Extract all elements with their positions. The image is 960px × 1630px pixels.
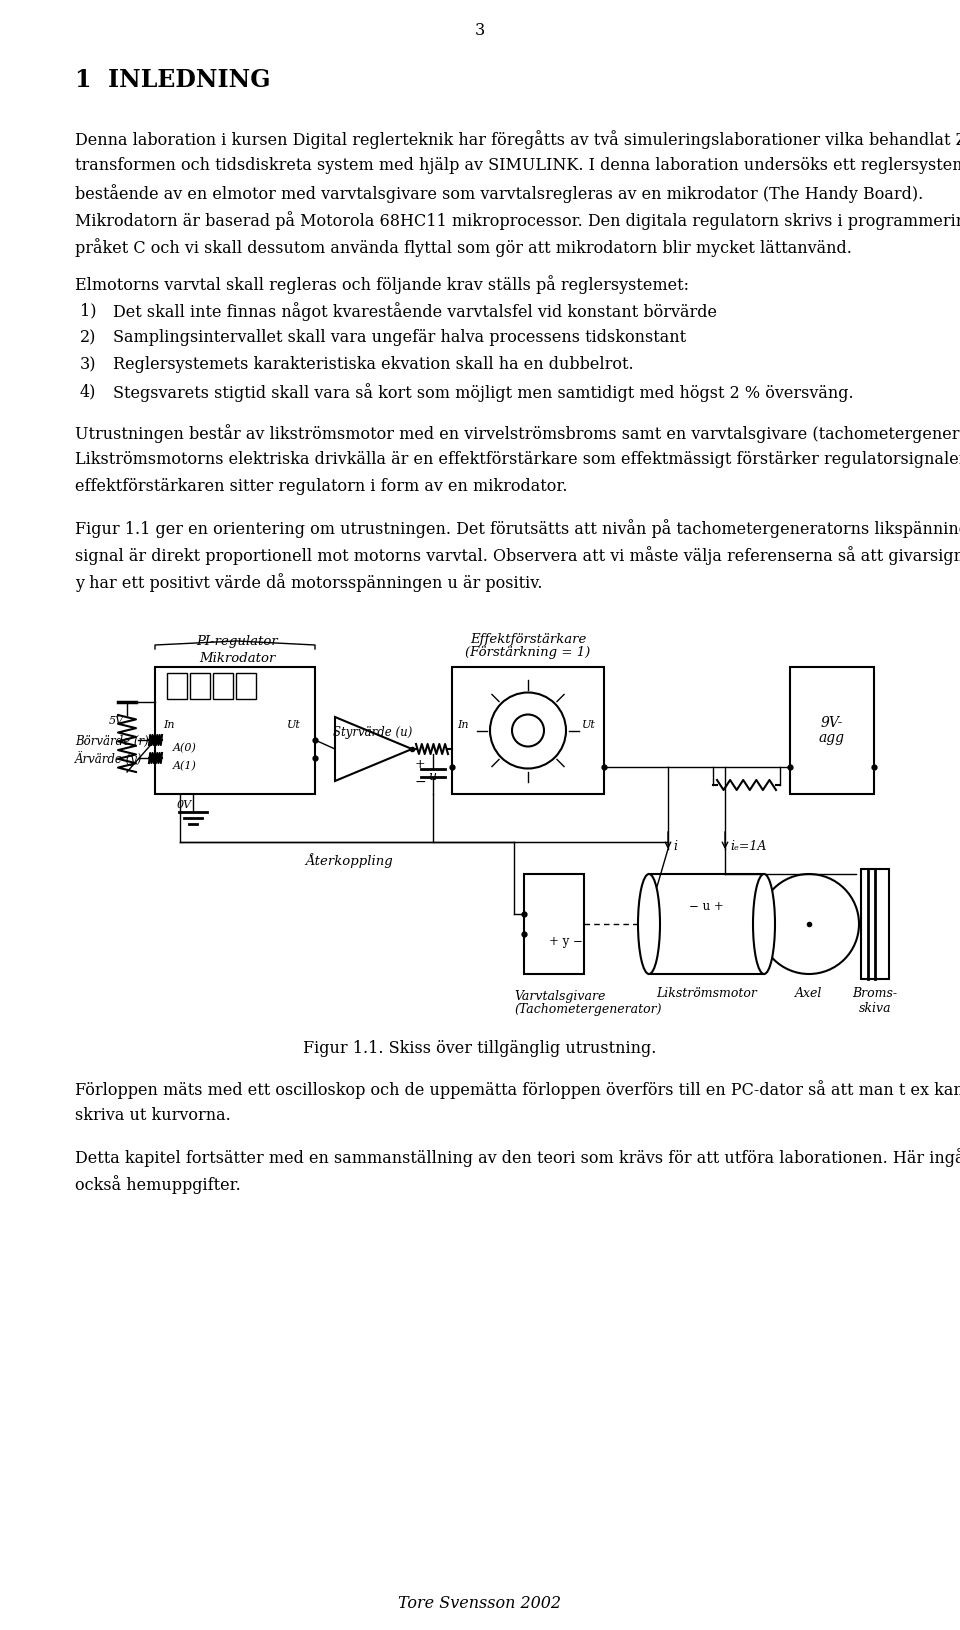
Text: Mikrodatorn är baserad på Motorola 68HC11 mikroprocessor. Den digitala regulator: Mikrodatorn är baserad på Motorola 68HC1… [75, 210, 960, 230]
Bar [155, 668, 315, 794]
Text: +: + [415, 758, 425, 771]
Text: Figur 1.1 ger en orientering om utrustningen. Det förutsätts att nivån på tachom: Figur 1.1 ger en orientering om utrustni… [75, 518, 960, 538]
Text: Förloppen mäts med ett oscilloskop och de uppemätta förloppen överförs till en P: Förloppen mäts med ett oscilloskop och d… [75, 1079, 960, 1099]
Text: Tore Svensson 2002: Tore Svensson 2002 [398, 1594, 562, 1610]
Text: Reglersystemets karakteristiska ekvation skall ha en dubbelrot.: Reglersystemets karakteristiska ekvation… [113, 355, 634, 373]
Text: Axel: Axel [795, 986, 823, 999]
Text: bestående av en elmotor med varvtalsgivare som varvtalsregleras av en mikrodator: bestående av en elmotor med varvtalsgiva… [75, 184, 924, 202]
Text: 2): 2) [80, 329, 96, 346]
Ellipse shape [638, 874, 660, 975]
Text: Börvärde (r): Börvärde (r) [75, 734, 149, 747]
Text: Elmotorns varvtal skall regleras och följande krav ställs på reglersystemet:: Elmotorns varvtal skall regleras och föl… [75, 275, 689, 293]
Text: Samplingsintervallet skall vara ungefär halva processens tidskonstant: Samplingsintervallet skall vara ungefär … [113, 329, 686, 346]
Text: PI-regulator: PI-regulator [196, 634, 277, 647]
Text: i: i [673, 839, 677, 852]
Text: A(1): A(1) [173, 761, 197, 771]
Text: Det skall inte finnas något kvarestående varvtalsfel vid konstant börvärde: Det skall inte finnas något kvarestående… [113, 302, 717, 321]
Ellipse shape [753, 874, 775, 975]
Text: skriva ut kurvorna.: skriva ut kurvorna. [75, 1107, 230, 1123]
Text: Varvtalsgivare: Varvtalsgivare [514, 989, 606, 1002]
Text: 3: 3 [475, 21, 485, 39]
Text: Effektförstärkare: Effektförstärkare [469, 632, 587, 645]
Text: Utrustningen består av likströmsmotor med en virvelströmsbroms samt en varvtalsg: Utrustningen består av likströmsmotor me… [75, 424, 960, 443]
Text: effektförstärkaren sitter regulatorn i form av en mikrodator.: effektförstärkaren sitter regulatorn i f… [75, 478, 567, 494]
Text: + y −: + y − [549, 934, 583, 947]
Text: Stegsvarets stigtid skall vara så kort som möjligt men samtidigt med högst 2 % ö: Stegsvarets stigtid skall vara så kort s… [113, 383, 853, 401]
Text: iₑ=1A: iₑ=1A [730, 839, 766, 852]
Text: Denna laboration i kursen Digital reglerteknik har föregåtts av två simuleringsl: Denna laboration i kursen Digital regler… [75, 130, 960, 148]
Text: 1): 1) [80, 302, 97, 319]
Text: u: u [428, 769, 436, 782]
Text: Ut: Ut [582, 719, 596, 730]
Bar [524, 874, 584, 975]
Text: signal är direkt proportionell mot motorns varvtal. Observera att vi måste välja: signal är direkt proportionell mot motor… [75, 546, 960, 564]
Text: In: In [163, 719, 175, 730]
Bar [649, 874, 764, 975]
Text: 9V-: 9V- [821, 716, 843, 730]
Bar [190, 673, 210, 699]
Text: 0V: 0V [177, 799, 192, 810]
Bar [790, 668, 874, 794]
Text: Likströmsmotor: Likströmsmotor [656, 986, 756, 999]
Text: Ut: Ut [287, 719, 300, 730]
Text: (Förstärkning = 1): (Förstärkning = 1) [466, 645, 590, 659]
Text: −: − [415, 774, 426, 789]
Bar [452, 668, 604, 794]
Text: agg: agg [819, 730, 845, 745]
Text: y har ett positivt värde då motorsspänningen u är positiv.: y har ett positivt värde då motorsspänni… [75, 572, 542, 592]
Text: pråket C och vi skall dessutom använda flyttal som gör att mikrodatorn blir myck: pråket C och vi skall dessutom använda f… [75, 238, 852, 258]
Text: Likströmsmotorns elektriska drivkälla är en effektförstärkare som effektmässigt : Likströmsmotorns elektriska drivkälla är… [75, 452, 960, 468]
Text: Broms-
skiva: Broms- skiva [852, 986, 898, 1014]
Bar [861, 869, 889, 980]
Text: 1  INLEDNING: 1 INLEDNING [75, 68, 271, 91]
Text: 3): 3) [80, 355, 97, 373]
Bar [213, 673, 233, 699]
Text: 4): 4) [80, 383, 96, 399]
Text: Återkoppling: Återkoppling [305, 852, 393, 867]
Text: också hemuppgifter.: också hemuppgifter. [75, 1174, 241, 1193]
Text: 5V: 5V [109, 716, 124, 725]
Text: Figur 1.1. Skiss över tillgänglig utrustning.: Figur 1.1. Skiss över tillgänglig utrust… [303, 1040, 657, 1056]
Text: A(0): A(0) [173, 743, 197, 753]
Text: Ärvärde (y): Ärvärde (y) [75, 751, 142, 766]
Text: (Tachometergenerator): (Tachometergenerator) [514, 1002, 661, 1015]
Text: − u +: − u + [689, 900, 724, 913]
Bar [167, 673, 187, 699]
Text: transformen och tidsdiskreta system med hjälp av SIMULINK. I denna laboration un: transformen och tidsdiskreta system med … [75, 156, 960, 174]
Bar [236, 673, 256, 699]
Text: Detta kapitel fortsätter med en sammanställning av den teori som krävs för att u: Detta kapitel fortsätter med en sammanst… [75, 1148, 960, 1165]
Text: In: In [457, 719, 468, 730]
Text: Styrvärde (u): Styrvärde (u) [333, 725, 413, 738]
Text: Mikrodator: Mikrodator [199, 652, 276, 665]
